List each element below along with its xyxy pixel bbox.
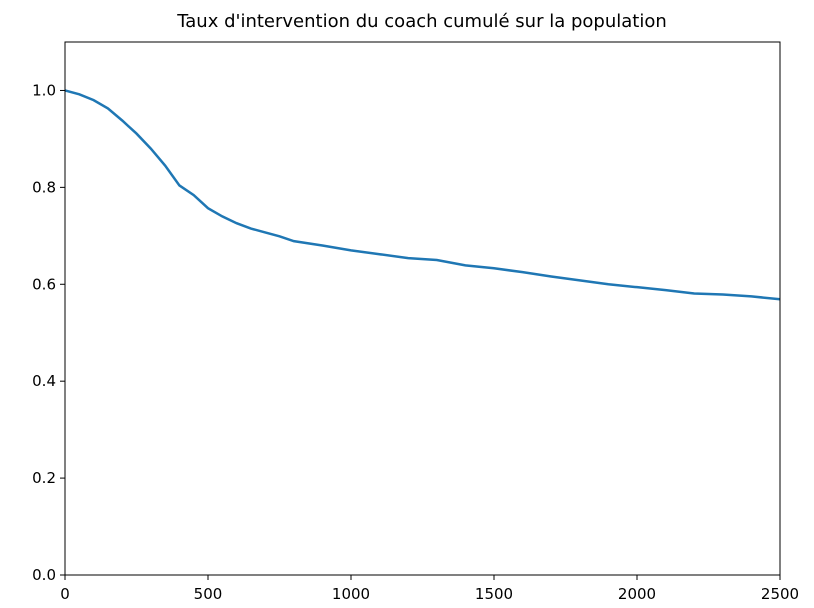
x-tick-label: 1500 <box>475 585 513 603</box>
y-tick-label: 1.0 <box>32 81 56 99</box>
plot-frame <box>64 41 781 576</box>
y-tick-label: 0.8 <box>32 178 56 196</box>
y-tick-label: 0.6 <box>32 275 56 293</box>
data-line <box>64 89 781 301</box>
y-tick-label: 0.2 <box>32 469 56 487</box>
y-tick-label: 0.4 <box>32 372 56 390</box>
chart-title: Taux d'intervention du coach cumulé sur … <box>176 11 667 32</box>
x-tick-label: 2500 <box>761 585 799 603</box>
x-tick-label: 2000 <box>618 585 656 603</box>
x-tick-label: 1000 <box>332 585 370 603</box>
x-tick-label: 500 <box>194 585 223 603</box>
y-tick-label: 0.0 <box>32 566 56 584</box>
x-tick-label: 0 <box>60 585 70 603</box>
